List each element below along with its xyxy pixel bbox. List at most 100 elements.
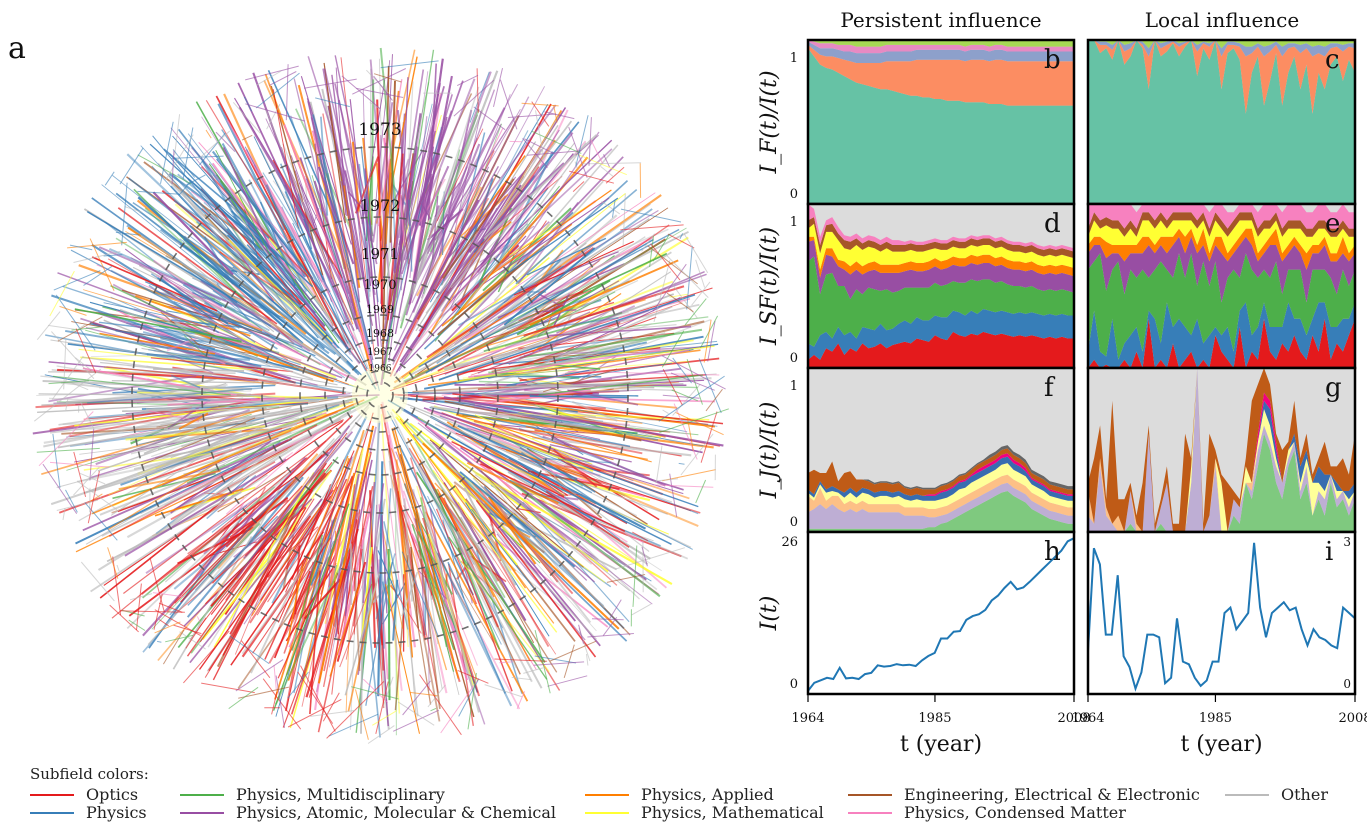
legend-swatch [180,793,224,796]
network-edge [450,201,533,289]
network-edge [211,504,248,533]
network-edge [192,291,271,327]
network-edge [538,293,561,307]
network-edge [412,143,481,313]
legend-swatch [1225,793,1269,796]
network-edge [245,103,306,122]
network-edge [442,182,535,296]
network-edge [115,231,139,236]
network-edge [499,79,518,130]
network-edge [477,309,650,374]
network-edge [353,520,358,592]
panel-frame [806,530,1076,696]
ring-year-label: 1969 [366,303,394,316]
network-edge [168,180,348,362]
network-edge [182,283,270,332]
network-edge [118,469,221,490]
network-edge [459,471,576,568]
network-edge [431,195,439,260]
network-edge [136,583,142,630]
network-edge [427,409,565,467]
network-edge [236,425,351,579]
network-edge [457,425,578,480]
network-edge [331,74,361,303]
network-edge [323,62,346,224]
network-edge [673,403,698,460]
network-edge [240,640,271,679]
network-edge [367,725,395,744]
network-edge [73,451,87,498]
network-edge [403,257,550,380]
network-edge [88,493,103,503]
network-edge [460,516,498,583]
network-edge [186,395,378,484]
network-edge [457,547,513,692]
year-ring [366,381,394,409]
network-edge [171,173,277,286]
network-edge [42,463,78,514]
network-edge [408,440,495,561]
network-edge [534,629,551,694]
network-edge [533,661,585,666]
network-edge [91,399,365,515]
network-edge [391,408,523,549]
network-edge [653,260,671,323]
network-edge [557,361,598,377]
area-series [1088,40,1355,114]
network-edge [482,486,592,623]
network-edge [331,473,360,610]
network-edge [185,617,207,649]
area-series [808,217,1074,259]
network-edge [235,659,284,692]
line-background [1088,532,1355,694]
network-edge [173,301,289,344]
legend-item: Physics [30,803,147,822]
network-edge [506,197,619,275]
network-edge [652,233,671,262]
network-edge [672,384,701,416]
network-edge [443,482,527,622]
network-edge [150,357,293,373]
network-edge [444,326,609,371]
network-edge [148,284,220,334]
network-edge [142,424,316,485]
area-series [808,223,1074,270]
network-edge [344,566,350,617]
network-edge [438,293,696,381]
network-edge [294,170,357,348]
area-series [808,256,1074,347]
network-edge [407,403,578,474]
network-edge [515,179,629,285]
network-edge [352,68,407,95]
area-series [808,236,1074,278]
network-edge [662,409,669,415]
network-edge [423,407,684,491]
network-edge [386,410,504,629]
network-edge [223,274,295,345]
network-edge [532,293,622,353]
network-edge [440,680,478,734]
network-edge [212,485,303,584]
network-edge [601,200,621,215]
network-edge [400,159,458,322]
network-edge [652,263,687,312]
network-edge [38,411,94,467]
network-edge [116,564,120,572]
network-edge [426,439,597,632]
network-edge [471,512,550,648]
network-edge [707,320,716,362]
network-edge [265,184,286,231]
x-tick-label: 1985 [1199,711,1232,726]
network-edge [83,401,309,420]
network-edge [186,544,267,657]
network-edge [234,516,293,655]
area-series [808,482,1074,529]
network-edge [382,676,394,709]
network-edge [447,561,507,694]
network-edge [199,540,275,643]
legend-label: Physics, Mathematical [641,803,824,822]
network-edge [484,684,523,698]
network-edge [391,428,460,679]
network-edge [285,562,337,642]
panel-letter-h: h [1044,537,1061,567]
